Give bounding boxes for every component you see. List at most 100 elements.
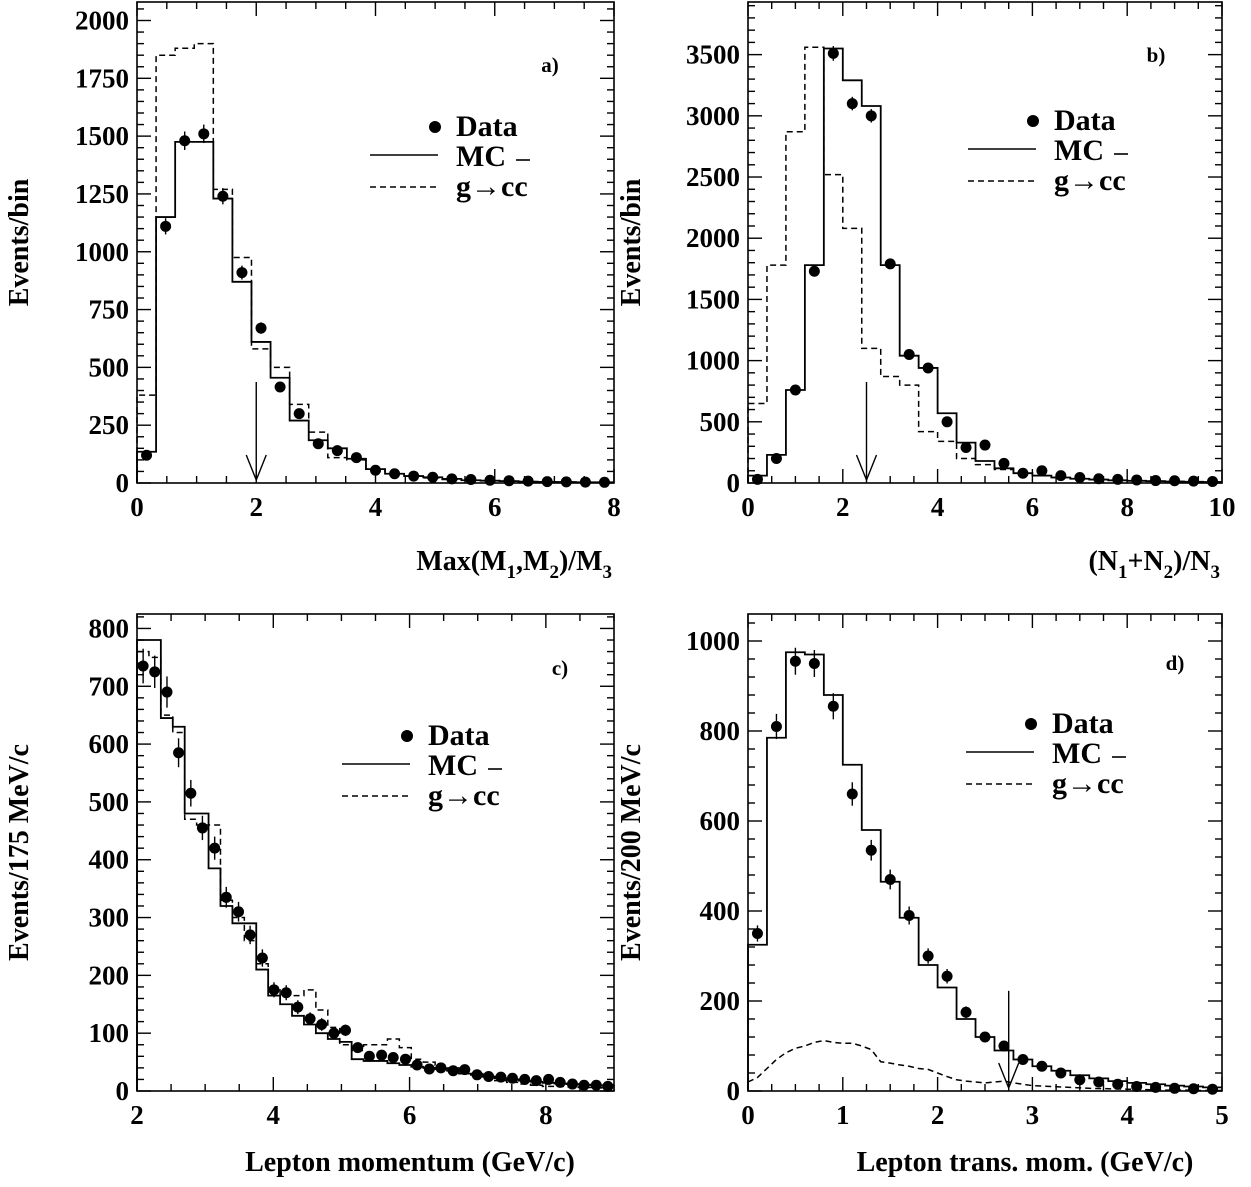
- y-tick-label: 200: [700, 986, 741, 1016]
- data-point: [903, 348, 915, 360]
- y-tick-label: 2500: [686, 162, 740, 192]
- x-tick-label: 8: [1120, 492, 1134, 522]
- data-point: [471, 1069, 483, 1081]
- y-tick-label: 3000: [686, 101, 740, 131]
- y-axis-title: Events/175 MeV/c: [4, 744, 35, 961]
- data-point: [255, 322, 267, 334]
- data-point: [506, 1072, 518, 1084]
- data-point: [236, 267, 248, 279]
- data-point: [566, 1078, 578, 1090]
- data-point: [161, 686, 173, 698]
- x-tick-label: 2: [836, 492, 850, 522]
- data-point: [312, 438, 324, 450]
- data-point: [554, 1076, 566, 1088]
- data-point: [1074, 471, 1086, 483]
- data-point: [465, 474, 477, 486]
- x-tick-label: 3: [1026, 1100, 1040, 1130]
- data-point: [179, 135, 191, 147]
- x-tick-label: 4: [267, 1100, 281, 1130]
- data-point: [160, 220, 172, 232]
- data-point: [1169, 475, 1181, 487]
- data-point: [789, 655, 801, 667]
- y-tick-label: 200: [89, 960, 130, 990]
- y-tick-label: 800: [700, 716, 741, 746]
- data-point: [541, 476, 553, 488]
- data-point: [979, 1031, 991, 1043]
- data-point: [274, 381, 286, 393]
- data-point: [293, 408, 305, 420]
- panel-c: 2 4 6 8 0 100 200 300 400 500 600 700 800 c) DataMCg→c…: [4, 613, 615, 1178]
- data-point: [328, 1027, 340, 1039]
- legend-data-marker: [401, 730, 413, 742]
- data-point: [1036, 465, 1048, 477]
- plot-frame: [747, 1, 1223, 484]
- data-point: [598, 476, 610, 488]
- data-point: [503, 475, 515, 487]
- data-point: [960, 442, 972, 454]
- data-point: [1150, 1081, 1162, 1093]
- data-point: [578, 1079, 590, 1091]
- x-tick-label: 8: [607, 492, 621, 522]
- data-point: [304, 1013, 316, 1025]
- cut-arrow-head: [245, 454, 267, 482]
- data-point: [196, 822, 208, 834]
- y-tick-label: 0: [116, 1076, 130, 1106]
- data-point: [363, 1050, 375, 1062]
- legend-data-label: Data: [1054, 104, 1116, 137]
- gcc-curve: [747, 1039, 1222, 1092]
- x-tick-label: 0: [741, 1100, 755, 1130]
- data-point: [331, 445, 343, 457]
- gcc-histogram: [136, 650, 614, 1091]
- data-point: [141, 449, 153, 461]
- plot-frame: [747, 613, 1223, 1092]
- y-axis-title: Events/bin: [616, 178, 647, 306]
- y-tick-label: 2000: [75, 6, 129, 36]
- data-point: [941, 970, 953, 982]
- data-point: [446, 473, 458, 485]
- y-tick-label: 1000: [686, 346, 740, 376]
- y-tick-label: 400: [700, 896, 741, 926]
- data-point: [1131, 1081, 1143, 1092]
- x-tick-label: 4: [1120, 1100, 1134, 1130]
- data-point: [350, 452, 362, 464]
- data-point: [447, 1065, 459, 1077]
- y-tick-label: 1750: [75, 63, 129, 93]
- data-point: [352, 1042, 364, 1054]
- data-point: [998, 1040, 1010, 1052]
- legend-data-label: Data: [428, 719, 490, 752]
- data-point: [922, 362, 934, 374]
- data-point: [389, 468, 401, 480]
- x-tick-label: 0: [741, 492, 755, 522]
- mc-histogram: [747, 651, 1222, 1091]
- data-point: [519, 1073, 531, 1085]
- panel-b: 0 2 4 6 8 10 0 500 1000 1500 2000 2500 3000 3500 b) Dat…: [616, 1, 1236, 583]
- y-tick-label: 1500: [686, 284, 740, 314]
- legend-data-marker: [1025, 718, 1037, 730]
- y-tick-label: 3500: [686, 40, 740, 70]
- x-tick-label: 4: [369, 492, 383, 522]
- data-point: [903, 910, 915, 921]
- y-tick-label: 0: [727, 1076, 741, 1106]
- panel-a: 0 2 4 6 8 0 250 500 750 1000 1250 1500 1750 2000 a) Dat…: [4, 1, 621, 583]
- legend-data-marker: [429, 121, 441, 133]
- data-point: [941, 416, 953, 428]
- legend-mc-label: MC: [1054, 134, 1104, 167]
- data-point: [998, 457, 1010, 469]
- x-axis-title: Lepton momentum (GeV/c): [245, 1147, 575, 1178]
- data-point: [590, 1079, 602, 1091]
- data-point: [198, 128, 210, 140]
- data-point: [370, 464, 381, 476]
- x-tick-label: 6: [403, 1100, 417, 1130]
- cut-arrow-head: [855, 454, 878, 482]
- data-point: [209, 842, 221, 854]
- legend-gcc-label: g→cc: [1052, 767, 1124, 800]
- data-point: [376, 1049, 388, 1061]
- y-tick-label: 0: [727, 468, 741, 498]
- panel-tag: d): [1166, 651, 1185, 675]
- data-point: [256, 952, 268, 964]
- data-point: [1131, 474, 1143, 486]
- mc-histogram: [136, 141, 614, 484]
- y-tick-label: 750: [89, 295, 130, 325]
- data-point: [268, 984, 280, 996]
- data-point: [808, 265, 820, 277]
